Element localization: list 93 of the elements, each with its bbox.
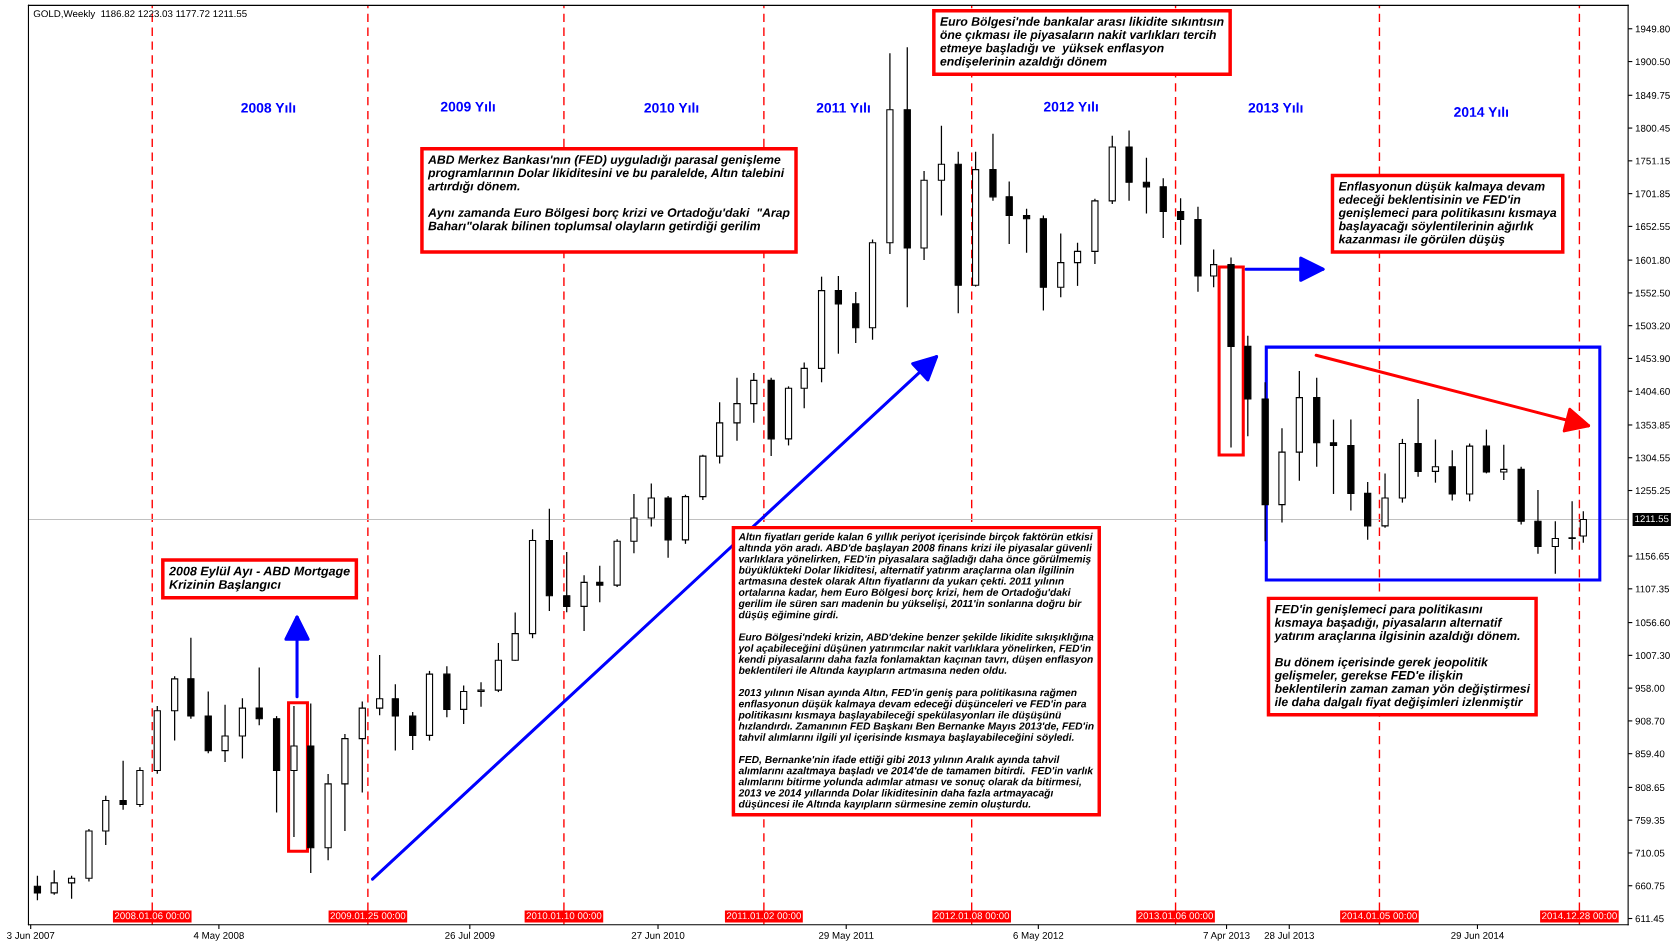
candlestick bbox=[255, 667, 263, 726]
candlestick bbox=[852, 291, 860, 344]
y-tick-label: 1453.90 bbox=[1635, 355, 1670, 363]
ref-line-label: 2013.01.06 00:00 bbox=[1138, 912, 1214, 920]
text: FED'in genişlemeci para politikasını kısmaya başadığı, piyasaların alternatif yatırım araçlarına ilgisinin azaldığı dönem. Bu dönem içerisinde gerek jeopolitik gelişmeler, gerekse FED'e ilişkin beklentilerin zaman zaman yön değiştirmesi ile daha dalgalı fiyat değişimleri izlenmiştir bbox=[1274, 604, 1531, 709]
y-tick-label: 611.45 bbox=[1635, 915, 1664, 923]
candlestick bbox=[1500, 444, 1508, 481]
text: ABD Merkez Bankası'nın (FED) uyguladığı parasal genişleme programlarının Dolar likiditesini ve bu paralelde, Altın talebini artırdığı dönem. Aynı zamanda Euro Bölgesi borç krizi ve Ortadoğu'daki "Arap Baharı"olarak bilinen toplumsal olayların getirdiği gerilim bbox=[427, 154, 790, 233]
y-tick-label: 859.40 bbox=[1635, 750, 1665, 758]
annotation: 2014 Yılı bbox=[1454, 106, 1508, 117]
y-tick-label: 1900.50 bbox=[1635, 58, 1670, 66]
annotation: Euro Bölgesi'nde bankalar arası likidite sıkıntısın öne çıkması ile piyasaların nakit varlıkları tercih etmeye başladığı ve yüksek enflasyon endişelerinin azaldığı dönem bbox=[940, 16, 1224, 69]
candlestick bbox=[800, 362, 808, 409]
y-tick-label: 1156.65 bbox=[1635, 552, 1670, 560]
candlestick bbox=[477, 682, 485, 707]
candlestick bbox=[580, 575, 588, 631]
candlestick bbox=[630, 494, 638, 554]
x-tick-label: 6 May 2012 bbox=[1013, 932, 1064, 941]
chart-title: GOLD,Weekly 1186.82 1223.03 1177.72 1211.55 bbox=[33, 9, 247, 20]
candlestick bbox=[221, 704, 229, 762]
y-tick-label: 1107.35 bbox=[1635, 585, 1670, 593]
candlestick bbox=[460, 685, 468, 724]
y-tick-label: 1503.20 bbox=[1635, 322, 1670, 330]
annotation: 2013 Yılı bbox=[1248, 102, 1303, 113]
ref-line-label: 2009.01.25 00:00 bbox=[330, 912, 406, 920]
y-tick-label: 1652.55 bbox=[1635, 223, 1670, 231]
candlestick bbox=[50, 870, 58, 895]
y-tick-label: 1849.75 bbox=[1635, 92, 1670, 99]
x-tick-label: 29 Jun 2014 bbox=[1451, 932, 1504, 939]
annotation: 2012 Yılı bbox=[1043, 101, 1098, 112]
candlestick bbox=[1210, 249, 1218, 288]
candlestick bbox=[376, 654, 384, 716]
candlestick bbox=[1142, 157, 1151, 214]
y-tick-label: 1552.50 bbox=[1635, 289, 1670, 297]
y-tick-label: 1751.15 bbox=[1635, 157, 1670, 165]
x-tick-label: 29 May 2011 bbox=[818, 932, 874, 941]
y-tick-label: 1601.80 bbox=[1635, 256, 1670, 264]
candlestick bbox=[1005, 181, 1013, 245]
y-tick-label: 1701.85 bbox=[1635, 190, 1670, 198]
y-tick-label: 1056.60 bbox=[1635, 619, 1670, 627]
candlestick bbox=[33, 875, 42, 901]
candlestick bbox=[1176, 198, 1185, 245]
candlestick bbox=[1431, 439, 1440, 483]
y-tick-label: 958.00 bbox=[1635, 684, 1665, 692]
candlestick bbox=[119, 760, 127, 810]
x-tick-label: 28 Jul 2013 bbox=[1264, 931, 1314, 939]
y-tick-label: 1800.45 bbox=[1635, 124, 1670, 132]
x-tick-label: 27 Jun 2010 bbox=[631, 932, 685, 939]
candlestick bbox=[1022, 208, 1031, 253]
candlestick bbox=[647, 483, 655, 527]
y-tick-label: 710.05 bbox=[1635, 849, 1665, 857]
annotation: 2009 Yılı bbox=[440, 101, 495, 112]
y-tick-label: 1404.60 bbox=[1635, 387, 1670, 395]
annotation: 2008 Yılı bbox=[241, 102, 296, 113]
candlestick bbox=[596, 565, 604, 603]
annotation: Enflasyonun düşük kalmaya devam edeceği beklentisinin ve FED'in genişlemeci para politikasını kısmaya başlayacağı söylentilerinin ağırlık kazanması ile görülen düşüş bbox=[1338, 181, 1557, 246]
candlestick bbox=[1329, 419, 1338, 494]
ref-line-label: 2010.01.10 00:00 bbox=[526, 912, 602, 920]
annotation: 2010 Yılı bbox=[644, 102, 699, 113]
candlestick bbox=[1568, 501, 1576, 550]
x-tick-label: 3 Jun 2007 bbox=[7, 932, 55, 939]
candlestick bbox=[733, 377, 741, 441]
ref-line-label: 2012.01.08 00:00 bbox=[934, 912, 1010, 920]
y-tick-label: 908.70 bbox=[1635, 717, 1665, 725]
x-tick-label: 26 Jul 2009 bbox=[445, 931, 495, 939]
y-tick-label: 808.65 bbox=[1635, 784, 1665, 792]
candlestick bbox=[1551, 521, 1559, 574]
ref-line-label: 2014.12.28 00:00 bbox=[1542, 912, 1617, 920]
candlestick bbox=[937, 125, 946, 216]
ref-line-label: 1211.55 bbox=[1635, 515, 1669, 523]
text: Altın fiyatları geride kalan 6 yıllık periyot içerisinde birçok faktörün etkisi altında yön aradı. ABD'de başlayan 2008 finans krizi ile piyasalar güvenli varlıklara yönelirken, FED'in piyasalara sağladığı daha önce görülmemiş büyüklükteki Dolar likiditesi, alternatif yatırım araçlarına olan ilgilinin artmasına destek olarak Altın fiyatlarını da yukarı çekti. 2011 yılının ortalarına kadar, hem Euro Bölgesi borç krizi, hem de Ortadoğu'daki gerilim ile süren sarı madenin bu yükselişi, 2011'in sonlarına doğru bir düşüş eğimine girdi. Euro Bölgesi'ndeki krizin, ABD'dekine benzer şekilde likidite sıkışıklığına yol açabileceğini düşünen yatırımcılar nakit varlıklara yönelirken, FED'in kendi piyasalarını daha fazla fonlamaktan kaçınan tavrı, düşen enflasyon beklentileri ile Altında kayıpların artmasına neden oldu. 2013 yılının Nisan ayında Altın, FED'in geniş para politikasına rağmen enflasyonun düşük kalmaya devam edeceği düşünceleri ve FED'in para politikasını kısmaya başlayabileceği spekülasyonları ile düşüşünü hızlandırdı. Zamanının FED Başkanı Ben Bernanke Mayıs 2013'de, FED'in tahvil alımlarını ilgili yıl içerisinde kısmaya başlayabileceğini söyledi. FED, Bernanke'nin ifade ettiği gibi 2013 yılının Aralık ayında tahvil alımlarını azaltmaya başladı ve 2014'de de tamamen bitirdi. FED'in varlık alımlarını bitirme yolunda adımlar atması ve sonuç olarak da bitirmesi, 2013 ve 2014 yıllarında Dolar likiditesinin daha fazla artmayacağı düşüncesi ile Altında kayıpların sürmesine zemin oluşturdu. bbox=[738, 532, 1094, 810]
y-tick-label: 1353.85 bbox=[1635, 421, 1670, 429]
y-tick-label: 1304.55 bbox=[1635, 454, 1670, 462]
y-tick-label: 660.75 bbox=[1635, 882, 1665, 890]
ref-line-label: 2011.01.02 00:00 bbox=[726, 912, 801, 920]
candlestick bbox=[750, 373, 758, 423]
x-tick-label: 4 May 2008 bbox=[193, 932, 244, 941]
annotation: 2008 Eylül Ayı - ABD Mortgage Krizinin Başlangıcı bbox=[168, 566, 350, 592]
y-tick-label: 1949.80 bbox=[1635, 25, 1670, 33]
ref-line-label: 2008.01.06 00:00 bbox=[114, 912, 190, 920]
annotation: 2011 Yılı bbox=[816, 102, 870, 113]
candlestick bbox=[391, 684, 399, 751]
ref-line-label: 2014.01.05 00:00 bbox=[1342, 912, 1417, 920]
candlestick bbox=[834, 275, 843, 354]
candlestick bbox=[67, 875, 76, 899]
candlestick bbox=[1073, 242, 1082, 286]
candlestick bbox=[563, 551, 571, 613]
y-tick-label: 759.35 bbox=[1635, 816, 1665, 824]
y-tick-label: 1255.25 bbox=[1635, 487, 1670, 495]
candlestick bbox=[409, 712, 417, 750]
x-tick-label: 7 Apr 2013 bbox=[1203, 932, 1250, 941]
y-tick-label: 1007.30 bbox=[1635, 652, 1670, 659]
candlestick bbox=[1579, 511, 1587, 543]
